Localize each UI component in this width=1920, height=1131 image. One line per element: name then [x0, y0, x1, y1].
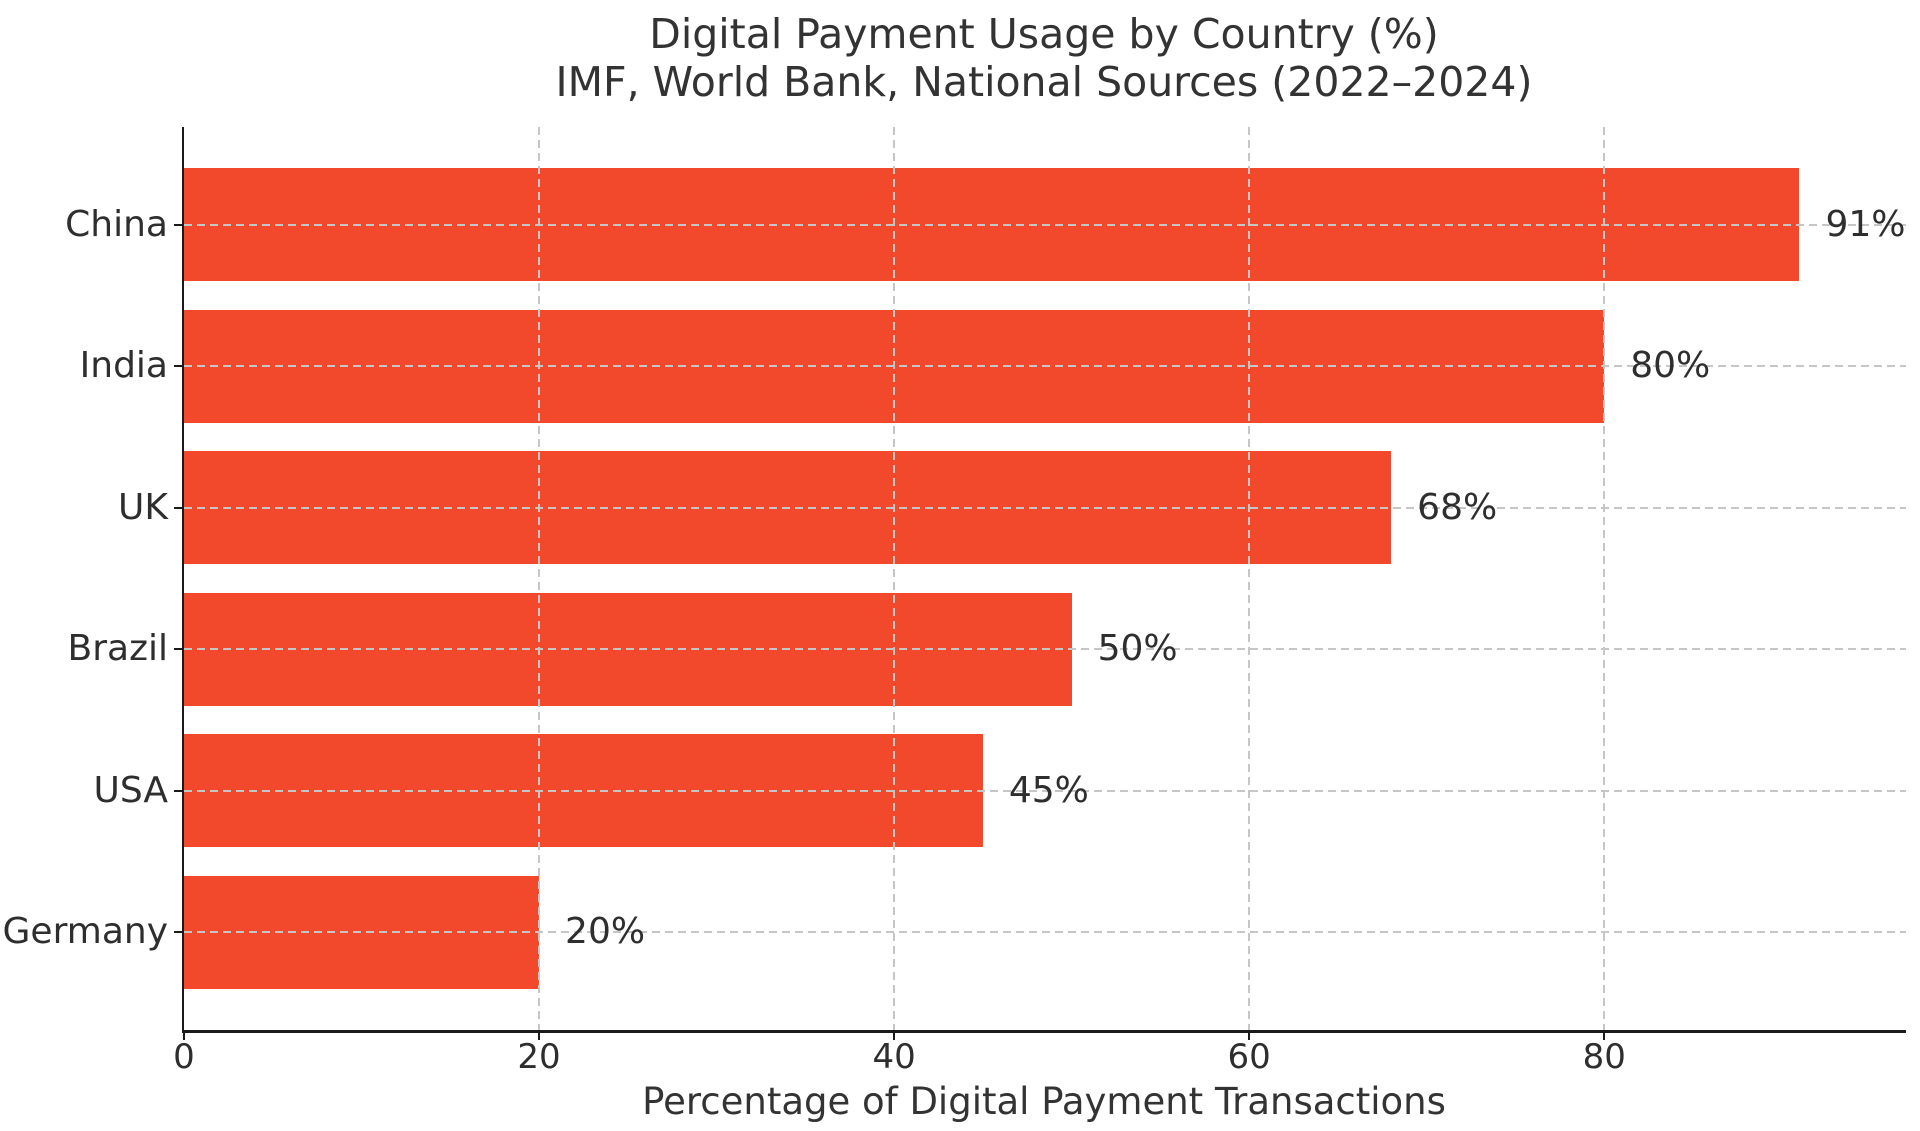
tick-x-80	[1603, 1030, 1606, 1040]
value-label-brazil: 50%	[1097, 628, 1178, 670]
tick-label-0: 0	[173, 1037, 195, 1077]
tick-y-germany	[174, 931, 182, 934]
gridline-x-80	[1603, 127, 1606, 1030]
chart-subtitle: IMF, World Bank, National Sources (2022–…	[555, 58, 1533, 107]
value-label-india: 80%	[1630, 345, 1711, 387]
chart-title: Digital Payment Usage by Country (%)	[649, 10, 1439, 58]
tick-y-china	[174, 223, 182, 226]
tick-y-india	[174, 365, 182, 368]
category-label-china: China	[65, 203, 168, 245]
value-label-uk: 68%	[1417, 486, 1498, 528]
value-label-china: 91%	[1825, 203, 1906, 245]
tick-label-60: 60	[1227, 1037, 1271, 1077]
value-label-germany: 20%	[565, 911, 646, 953]
tick-label-20: 20	[517, 1037, 561, 1077]
plot-area: China India UK Brazil USA Germany 0 20 40 60 80 91%…	[3, 127, 1906, 1074]
gridline-y-china	[184, 223, 1906, 226]
tick-label-80: 80	[1582, 1037, 1626, 1077]
category-label-germany: Germany	[2, 911, 168, 953]
gridline-y-brazil	[184, 648, 1906, 651]
tick-label-40: 40	[872, 1037, 916, 1077]
tick-y-usa	[174, 789, 182, 792]
gridline-y-uk	[184, 506, 1906, 509]
tick-x-20	[538, 1030, 541, 1040]
tick-y-brazil	[174, 648, 182, 651]
value-label-usa: 45%	[1008, 769, 1089, 811]
tick-y-uk	[174, 506, 182, 509]
category-label-india: India	[79, 345, 168, 387]
gridline-y-usa	[184, 789, 1906, 792]
tick-x-60	[1248, 1030, 1251, 1040]
tick-x-0	[183, 1030, 185, 1040]
x-axis-label: Percentage of Digital Payment Transactio…	[642, 1080, 1446, 1123]
category-label-usa: USA	[93, 769, 169, 811]
gridline-x-40	[893, 127, 896, 1030]
category-label-uk: UK	[118, 486, 168, 528]
gridline-x-20	[538, 127, 541, 1030]
tick-x-40	[893, 1030, 896, 1040]
gridline-x-60	[1248, 127, 1251, 1030]
category-label-brazil: Brazil	[67, 628, 168, 670]
gridline-y-india	[184, 365, 1906, 368]
gridline-y-germany	[184, 931, 1906, 934]
chart-title-block: Digital Payment Usage by Country (%) IMF…	[182, 10, 1906, 107]
